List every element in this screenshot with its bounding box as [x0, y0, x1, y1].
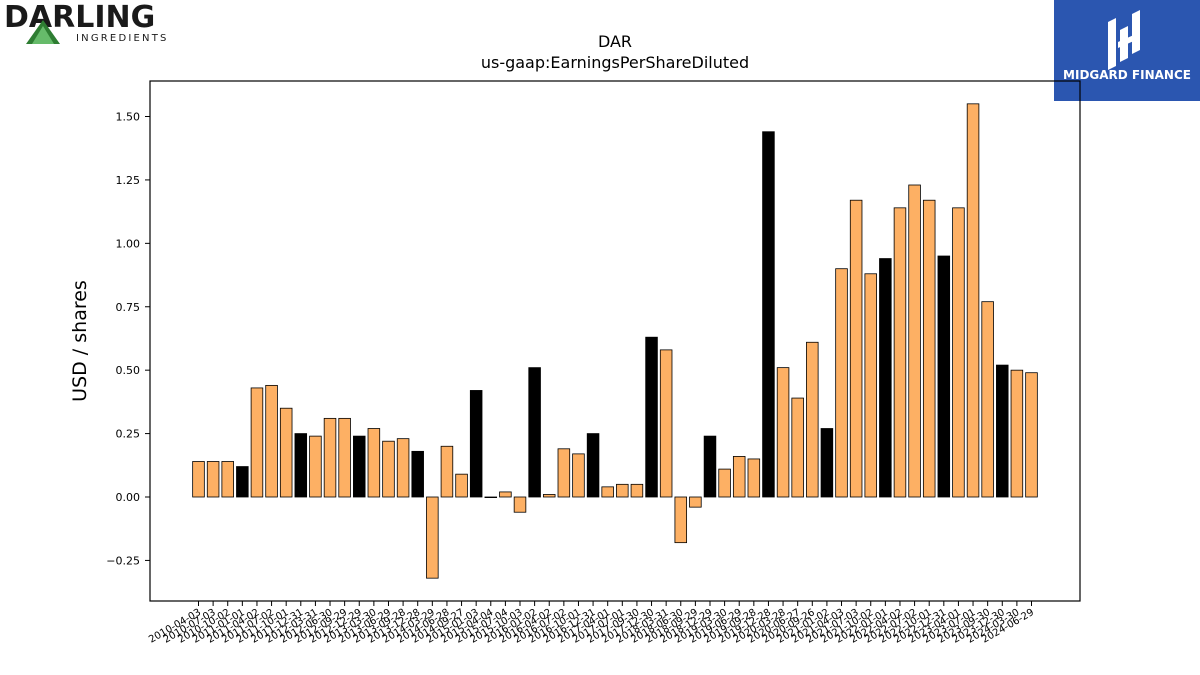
bar-2015-10-03	[513, 496, 527, 513]
bar-2019-09-28	[747, 458, 761, 498]
bar-2021-10-02	[864, 273, 877, 498]
bar-2011-04-02	[250, 387, 264, 498]
bar-2017-12-30	[645, 336, 658, 498]
y-tick-label: 1.50	[116, 111, 141, 124]
y-tick-label: 0.50	[116, 364, 141, 377]
publisher-logo-text: MIDGARD FINANCE	[1063, 68, 1191, 82]
bar-2023-07-01	[966, 103, 980, 498]
bar-2013-03-30	[367, 428, 381, 498]
bar-2017-07-01	[616, 483, 629, 498]
bar-2011-12-31	[294, 433, 308, 498]
bar-2023-09-30	[981, 301, 994, 498]
y-tick-label: 1.00	[116, 237, 141, 250]
chart-title: DAR	[597, 32, 633, 51]
bar-2020-09-26	[806, 341, 819, 498]
company-logo-wordmark: DARLING	[4, 0, 156, 35]
bar-2014-03-29	[426, 496, 439, 579]
bar-2018-06-30	[674, 496, 688, 544]
bar-2022-04-02	[893, 207, 907, 498]
bar-2016-10-01	[572, 453, 585, 498]
bar-2010-10-02	[221, 461, 234, 498]
bar-2014-06-28	[440, 445, 454, 498]
y-tick-label: 0.75	[116, 301, 141, 314]
company-logo-subtext: INGREDIENTS	[76, 33, 169, 44]
bar-2022-10-01	[922, 199, 936, 498]
bar-2022-12-31	[937, 255, 951, 498]
bar-2015-07-04	[499, 491, 512, 498]
bar-2023-12-30	[996, 364, 1009, 498]
bar-2013-09-28	[396, 438, 410, 498]
y-tick-label: 0.25	[116, 428, 141, 441]
bar-2024-06-29	[1025, 372, 1038, 498]
bar-2021-07-03	[849, 199, 863, 498]
bar-2022-07-02	[908, 184, 921, 498]
bar-2011-07-02	[265, 384, 278, 498]
y-tick-label: 1.25	[116, 174, 141, 187]
bar-2021-04-03	[835, 268, 848, 498]
bar-2013-06-29	[382, 440, 395, 498]
bar-2013-12-28	[411, 450, 424, 498]
bar-2012-03-31	[309, 435, 322, 498]
bar-2012-06-30	[323, 417, 337, 498]
midgard-finance-logo: MIDGARD FINANCE	[1054, 0, 1200, 101]
chart-subtitle: us-gaap:EarningsPerShareDiluted	[480, 53, 750, 72]
bar-2014-09-27	[455, 473, 468, 498]
triangle-logo-icon	[26, 20, 60, 44]
bar-series	[192, 103, 1038, 579]
bar-2012-12-29	[353, 435, 366, 498]
bar-2019-03-30	[718, 468, 731, 498]
bar-2020-06-27	[791, 397, 804, 498]
y-tick-label: −0.25	[106, 554, 140, 567]
bar-2018-12-29	[703, 435, 717, 498]
bar-2019-06-29	[732, 456, 746, 498]
bar-2017-09-30	[630, 483, 644, 498]
bar-2010-04-03	[192, 461, 205, 498]
bar-2016-12-31	[586, 433, 600, 498]
midgard-mark-icon	[1108, 10, 1140, 70]
y-axis-label: USD / shares	[69, 280, 91, 402]
plot-frame	[149, 80, 1081, 602]
x-axis: 2010-04-032010-07-032010-10-022011-01-01…	[147, 601, 1036, 646]
bar-2017-04-01	[601, 486, 614, 498]
bar-2018-03-31	[659, 349, 673, 498]
bar-2024-03-30	[1010, 369, 1024, 498]
y-axis: −0.25 0.00 0.25 0.50 0.75 1.00 1.25 1.50	[106, 111, 150, 567]
bar-2012-09-29	[338, 417, 351, 498]
bar-2011-01-01	[236, 466, 249, 498]
bar-2016-07-02	[557, 448, 571, 498]
bar-2019-12-28	[762, 131, 775, 498]
y-tick-label: 0.00	[116, 491, 141, 504]
bar-2010-07-03	[206, 461, 220, 498]
bar-2022-01-01	[879, 258, 892, 498]
bar-2016-01-02	[528, 367, 541, 498]
bar-2015-04-04	[484, 496, 498, 499]
bar-2020-03-28	[776, 367, 790, 498]
bar-2016-04-02	[542, 494, 556, 498]
bar-2018-09-29	[689, 496, 702, 508]
bar-2021-01-02	[820, 428, 834, 498]
bar-2023-04-01	[952, 207, 965, 498]
darling-ingredients-logo: DARLING INGREDIENTS	[0, 0, 180, 50]
bar-2011-10-01	[279, 407, 293, 498]
bar-2015-01-03	[469, 390, 483, 498]
